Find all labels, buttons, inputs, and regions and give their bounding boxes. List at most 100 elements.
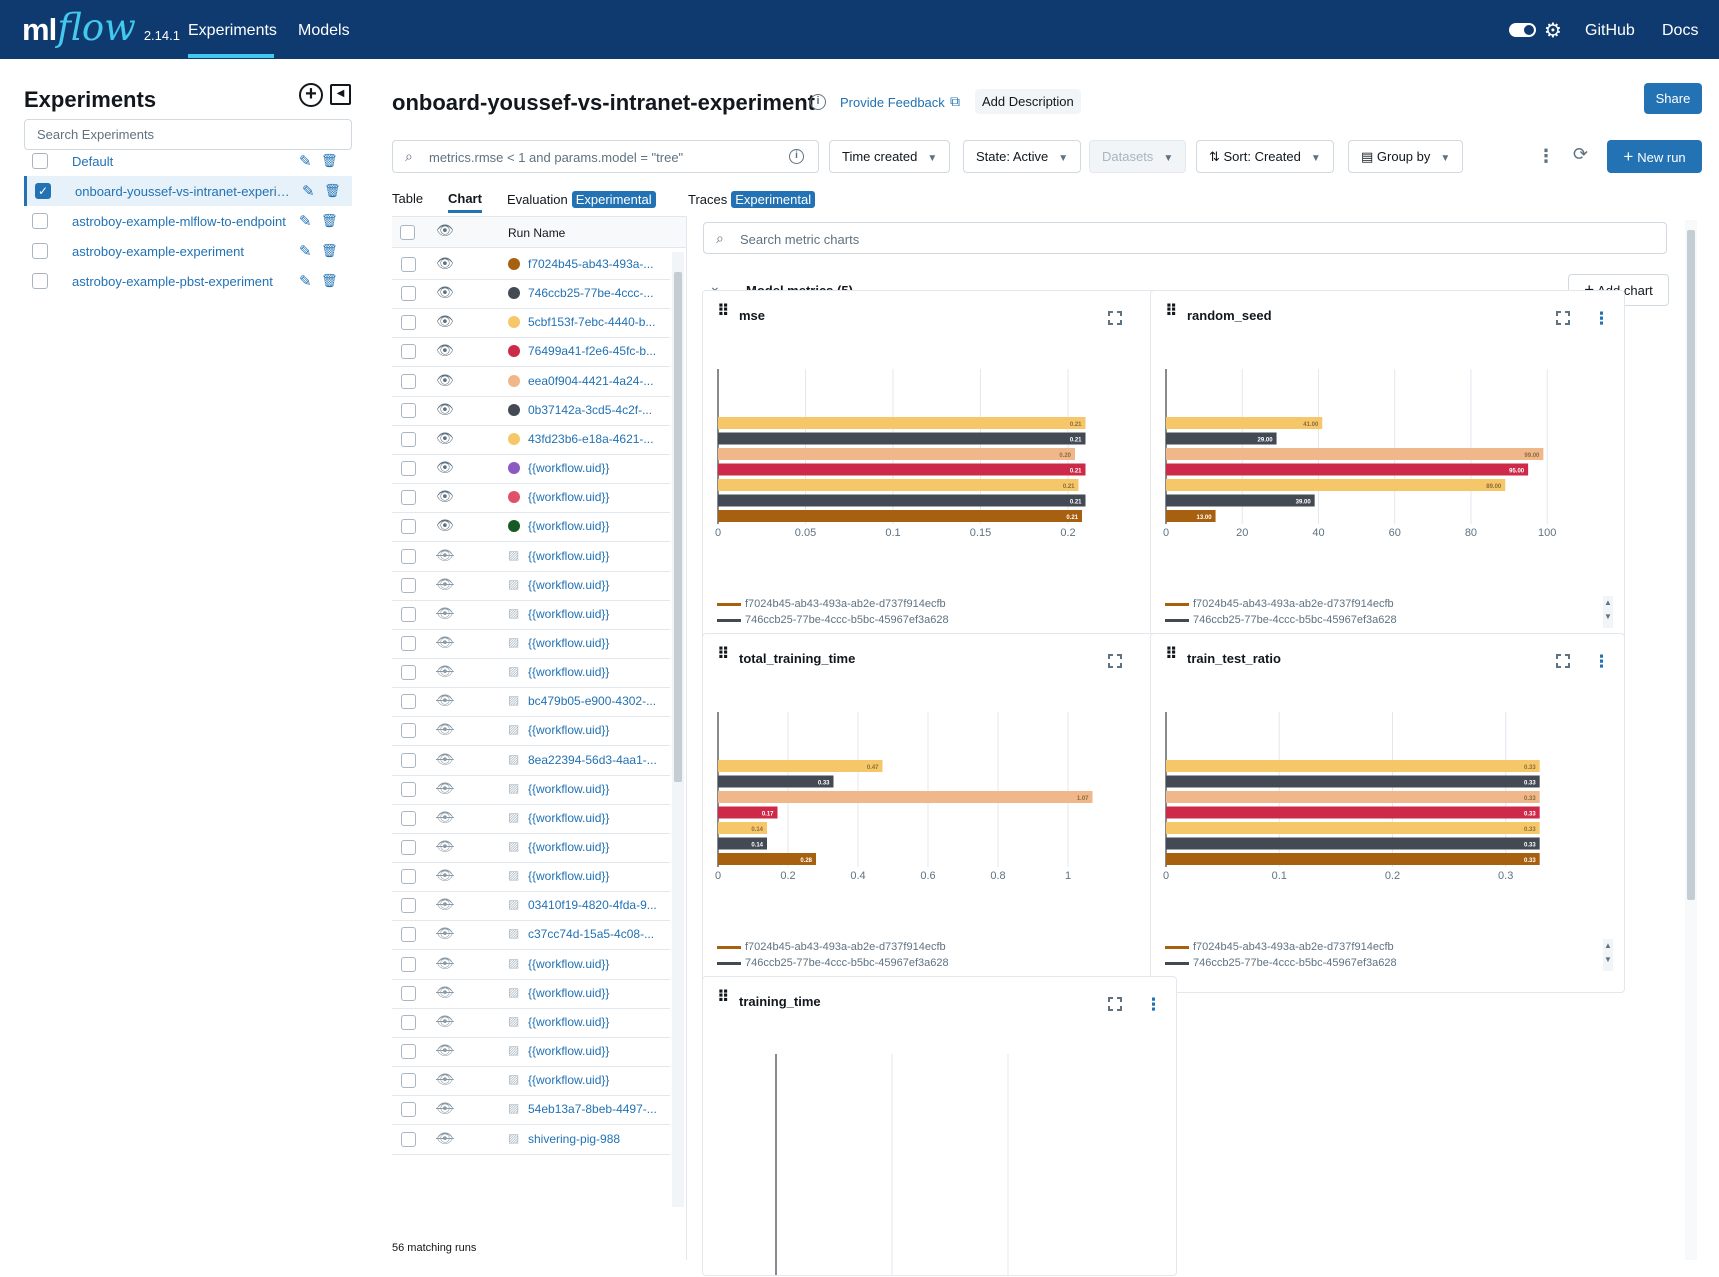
info-icon[interactable]: i bbox=[789, 149, 804, 164]
bar[interactable] bbox=[1166, 510, 1216, 522]
bar[interactable] bbox=[1166, 494, 1315, 507]
experiment-item[interactable]: astroboy-example-pbst-experiment ✎ 🗑 bbox=[24, 266, 352, 296]
bar[interactable] bbox=[1166, 417, 1323, 429]
datasets-dropdown[interactable]: Datasets ▼ bbox=[1089, 140, 1187, 173]
eye-off-icon[interactable]: 👁 bbox=[436, 1130, 454, 1146]
group-by-dropdown[interactable]: ▤ Group by ▼ bbox=[1348, 140, 1464, 173]
trash-icon[interactable]: 🗑 bbox=[324, 183, 341, 198]
run-checkbox[interactable] bbox=[401, 257, 416, 272]
run-checkbox[interactable] bbox=[401, 723, 416, 738]
run-checkbox[interactable] bbox=[401, 927, 416, 942]
run-checkbox[interactable] bbox=[401, 1073, 416, 1088]
bar[interactable] bbox=[718, 760, 883, 772]
run-name-link[interactable]: {{workflow.uid}} bbox=[528, 782, 610, 796]
fullscreen-icon[interactable] bbox=[1556, 311, 1570, 325]
runs-scrollbar[interactable] bbox=[672, 252, 684, 1207]
experiment-item[interactable]: ✓ onboard-youssef-vs-intranet-experiment ✎… bbox=[24, 176, 352, 206]
eye-icon[interactable]: 👁 bbox=[436, 222, 454, 238]
bar[interactable] bbox=[1166, 479, 1506, 491]
run-name-link[interactable]: {{workflow.uid}} bbox=[528, 607, 610, 621]
table-row[interactable]: 👁 ▨ 54eb13a7-8beb-4497-... bbox=[392, 1093, 670, 1125]
eye-off-icon[interactable]: 👁 bbox=[436, 867, 454, 883]
bar[interactable] bbox=[718, 417, 1086, 429]
run-name-link[interactable]: {{workflow.uid}} bbox=[528, 665, 610, 679]
bar[interactable] bbox=[1166, 463, 1529, 476]
table-row[interactable]: 👁 746ccb25-77be-4ccc-... bbox=[392, 277, 670, 309]
bar[interactable] bbox=[718, 432, 1086, 445]
bar[interactable] bbox=[1166, 791, 1540, 803]
nav-docs[interactable]: Docs bbox=[1662, 22, 1699, 39]
run-checkbox[interactable] bbox=[401, 519, 416, 534]
experiment-name[interactable]: onboard-youssef-vs-intranet-experiment bbox=[75, 183, 297, 199]
bar[interactable] bbox=[1166, 853, 1540, 865]
run-checkbox[interactable] bbox=[401, 344, 416, 359]
bar[interactable] bbox=[1166, 760, 1540, 772]
table-row[interactable]: 👁 ▨ {{workflow.uid}} bbox=[392, 948, 670, 980]
run-name-link[interactable]: {{workflow.uid}} bbox=[528, 723, 610, 737]
table-row[interactable]: 👁 ▨ c37cc74d-15a5-4c08-... bbox=[392, 918, 670, 950]
run-name-link[interactable]: {{workflow.uid}} bbox=[528, 1015, 610, 1029]
refresh-icon[interactable]: ⟳ bbox=[1573, 144, 1589, 164]
eye-icon[interactable]: 👁 bbox=[436, 313, 454, 329]
eye-icon[interactable]: 👁 bbox=[436, 459, 454, 475]
run-checkbox[interactable] bbox=[401, 636, 416, 651]
run-name-link[interactable]: 76499a41-f2e6-45fc-b... bbox=[528, 344, 657, 358]
run-checkbox[interactable] bbox=[401, 986, 416, 1001]
trash-icon[interactable]: 🗑 bbox=[321, 243, 338, 258]
run-checkbox[interactable] bbox=[401, 432, 416, 447]
eye-off-icon[interactable]: 👁 bbox=[436, 721, 454, 737]
eye-off-icon[interactable]: 👁 bbox=[436, 809, 454, 825]
eye-off-icon[interactable]: 👁 bbox=[436, 925, 454, 941]
run-checkbox[interactable] bbox=[401, 694, 416, 709]
eye-icon[interactable]: 👁 bbox=[436, 255, 454, 271]
scrollbar-thumb[interactable] bbox=[1687, 230, 1695, 900]
run-checkbox[interactable] bbox=[401, 1132, 416, 1147]
bar[interactable] bbox=[1166, 806, 1540, 819]
run-name-link[interactable]: 746ccb25-77be-4ccc-... bbox=[528, 286, 654, 300]
eye-icon[interactable]: 👁 bbox=[436, 284, 454, 300]
run-checkbox[interactable] bbox=[401, 782, 416, 797]
new-run-button[interactable]: + New run bbox=[1607, 140, 1702, 173]
run-name-link[interactable]: 43fd23b6-e18a-4621-... bbox=[528, 432, 654, 446]
mlflow-logo[interactable]: ml flow 2.14.1 bbox=[22, 6, 180, 50]
dark-mode-toggle[interactable] bbox=[1509, 23, 1536, 37]
experiment-name[interactable]: astroboy-example-mlflow-to-endpoint bbox=[72, 213, 286, 229]
run-name-link[interactable]: {{workflow.uid}} bbox=[528, 811, 610, 825]
run-name-link[interactable]: {{workflow.uid}} bbox=[528, 549, 610, 563]
bar[interactable] bbox=[718, 853, 816, 865]
gear-icon[interactable]: ⚙ bbox=[1544, 20, 1562, 42]
add-experiment-icon[interactable]: + bbox=[299, 83, 323, 107]
eye-off-icon[interactable]: 👁 bbox=[436, 751, 454, 767]
run-checkbox[interactable] bbox=[401, 1102, 416, 1117]
state-dropdown[interactable]: State: Active ▼ bbox=[963, 140, 1082, 173]
table-row[interactable]: 👁 ▨ {{workflow.uid}} bbox=[392, 656, 670, 688]
tab-evaluation[interactable]: Evaluation Experimental bbox=[507, 191, 656, 208]
fullscreen-icon[interactable] bbox=[1108, 654, 1122, 668]
experiment-checkbox[interactable]: ✓ bbox=[35, 183, 51, 199]
table-row[interactable]: 👁 eea0f904-4421-4a24-... bbox=[392, 365, 670, 397]
bar[interactable] bbox=[718, 822, 767, 834]
run-checkbox[interactable] bbox=[401, 665, 416, 680]
trash-icon[interactable]: 🗑 bbox=[321, 273, 338, 288]
legend-item[interactable]: f7024b45-ab43-493a-ab2e-d737f914ecfb bbox=[1165, 596, 1615, 612]
provide-feedback-link[interactable]: Provide Feedback bbox=[840, 95, 945, 110]
table-row[interactable]: 👁 ▨ {{workflow.uid}} bbox=[392, 714, 670, 746]
table-row[interactable]: 👁 ▨ {{workflow.uid}} bbox=[392, 1064, 670, 1096]
run-checkbox[interactable] bbox=[401, 578, 416, 593]
run-checkbox[interactable] bbox=[401, 957, 416, 972]
chevron-down-icon[interactable]: ⌄ bbox=[709, 278, 721, 294]
table-row[interactable]: 👁 ▨ shivering-pig-988 bbox=[392, 1123, 670, 1155]
table-row[interactable]: 👁 5cbf153f-7ebc-4440-b... bbox=[392, 306, 670, 338]
legend-scroll-arrows[interactable]: ▲▼ bbox=[1603, 596, 1613, 628]
eye-off-icon[interactable]: 👁 bbox=[436, 605, 454, 621]
run-name-link[interactable]: {{workflow.uid}} bbox=[528, 1073, 610, 1087]
eye-off-icon[interactable]: 👁 bbox=[436, 576, 454, 592]
run-checkbox[interactable] bbox=[401, 490, 416, 505]
run-checkbox[interactable] bbox=[401, 461, 416, 476]
table-row[interactable]: 👁 ▨ {{workflow.uid}} bbox=[392, 860, 670, 892]
search-experiments-input[interactable] bbox=[24, 119, 352, 150]
time-created-dropdown[interactable]: Time created ▼ bbox=[829, 140, 951, 173]
legend-item[interactable]: f7024b45-ab43-493a-ab2e-d737f914ecfb bbox=[717, 939, 1167, 955]
bar[interactable] bbox=[1166, 822, 1540, 834]
run-name-link[interactable]: 0b37142a-3cd5-4c2f-... bbox=[528, 403, 653, 417]
